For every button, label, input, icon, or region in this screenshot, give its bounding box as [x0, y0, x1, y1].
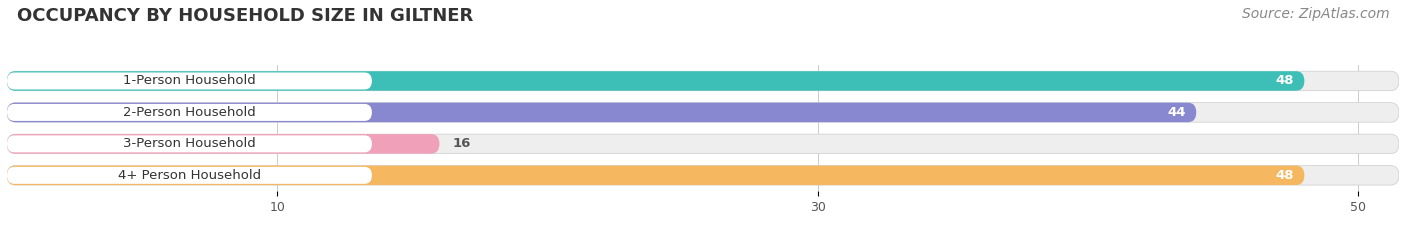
Text: 1-Person Household: 1-Person Household: [124, 75, 256, 87]
Text: 48: 48: [1275, 75, 1294, 87]
Text: 2-Person Household: 2-Person Household: [124, 106, 256, 119]
Text: 4+ Person Household: 4+ Person Household: [118, 169, 262, 182]
FancyBboxPatch shape: [7, 103, 1197, 122]
FancyBboxPatch shape: [7, 134, 1399, 154]
FancyBboxPatch shape: [7, 167, 373, 184]
FancyBboxPatch shape: [7, 135, 373, 152]
FancyBboxPatch shape: [7, 71, 1399, 91]
FancyBboxPatch shape: [7, 71, 1305, 91]
FancyBboxPatch shape: [7, 72, 373, 89]
Text: OCCUPANCY BY HOUSEHOLD SIZE IN GILTNER: OCCUPANCY BY HOUSEHOLD SIZE IN GILTNER: [17, 7, 474, 25]
FancyBboxPatch shape: [7, 166, 1399, 185]
FancyBboxPatch shape: [7, 134, 440, 154]
Text: 44: 44: [1167, 106, 1185, 119]
Text: 16: 16: [453, 137, 471, 150]
Text: 3-Person Household: 3-Person Household: [124, 137, 256, 150]
Text: 48: 48: [1275, 169, 1294, 182]
FancyBboxPatch shape: [7, 103, 1399, 122]
Text: Source: ZipAtlas.com: Source: ZipAtlas.com: [1241, 7, 1389, 21]
FancyBboxPatch shape: [7, 166, 1305, 185]
FancyBboxPatch shape: [7, 104, 373, 121]
